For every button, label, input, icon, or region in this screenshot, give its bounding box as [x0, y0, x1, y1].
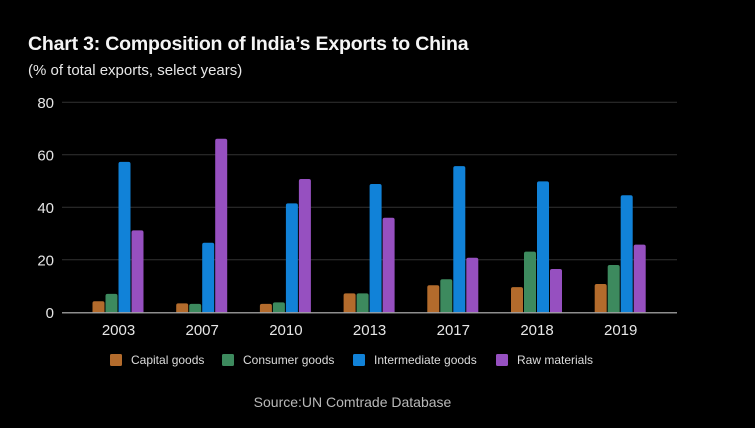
bars: Capital goods 2003: 4.2Consumer goods 20…: [92, 138, 646, 313]
bar-group-2018: Capital goods 2018: 9.6Consumer goods 20…: [511, 181, 562, 313]
bar-raw-materials-2013[interactable]: Raw materials 2013: 36: [382, 217, 395, 313]
x-tick-label-2019: 2019: [604, 322, 637, 339]
bar-consumer-goods-2003[interactable]: Consumer goods 2003: 7: [105, 293, 118, 313]
bar-capital-goods-2013[interactable]: Capital goods 2013: 7.2: [343, 293, 356, 313]
y-axis-tick-labels: 0 20 40 60 80: [37, 95, 54, 322]
x-tick-label-2018: 2018: [520, 322, 553, 339]
bar-intermediate-goods-2003[interactable]: Intermediate goods 2003: 57.3: [118, 161, 131, 313]
x-tick-label-2017: 2017: [437, 322, 470, 339]
bar-capital-goods-2018[interactable]: Capital goods 2018: 9.6: [511, 287, 523, 313]
bar-capital-goods-2019[interactable]: Capital goods 2019: 10.8: [594, 283, 607, 313]
legend-label-raw-materials: Raw materials: [517, 353, 594, 367]
x-tick-label-2007: 2007: [186, 322, 219, 339]
y-tick-label-60: 60: [37, 147, 54, 164]
bar-consumer-goods-2013[interactable]: Consumer goods 2013: 7.2: [356, 293, 369, 313]
legend-item-raw-materials[interactable]: Raw materials: [496, 351, 593, 369]
legend-label-capital-goods: Capital goods: [131, 353, 205, 367]
y-tick-label-80: 80: [37, 95, 54, 112]
bar-intermediate-goods-2010[interactable]: Intermediate goods 2010: 41.5: [285, 203, 298, 313]
legend-item-consumer-goods[interactable]: Consumer goods: [222, 351, 334, 369]
bar-group-2003: Capital goods 2003: 4.2Consumer goods 20…: [92, 161, 144, 313]
x-axis-tick-labels: 2003 2007 2010 2013 2017 2018 2019: [102, 322, 638, 339]
bar-raw-materials-2010[interactable]: Raw materials 2010: 50.8: [298, 178, 311, 313]
x-tick-label-2013: 2013: [353, 322, 386, 339]
bar-intermediate-goods-2018[interactable]: Intermediate goods 2018: 49.9: [537, 181, 549, 313]
bar-group-2017: Capital goods 2017: 10.3Consumer goods 2…: [427, 166, 479, 313]
bar-raw-materials-2018[interactable]: Raw materials 2018: 16.5: [550, 268, 562, 313]
bar-consumer-goods-2019[interactable]: Consumer goods 2019: 18: [607, 265, 620, 313]
legend: Capital goods Consumer goods Intermediat…: [0, 351, 755, 371]
bar-raw-materials-2017[interactable]: Raw materials 2017: 20.8: [466, 257, 479, 313]
chart-subtitle: (% of total exports, select years): [28, 62, 243, 79]
bar-capital-goods-2010[interactable]: Capital goods 2010: 3.2: [259, 303, 272, 313]
bar-raw-materials-2007[interactable]: Raw materials 2007: 66.1: [215, 138, 228, 313]
bar-consumer-goods-2018[interactable]: Consumer goods 2018: 23.1: [524, 251, 536, 313]
x-tick-label-2003: 2003: [102, 322, 135, 339]
legend-swatch-capital-goods: [110, 354, 122, 366]
source-note: Source:UN Comtrade Database: [253, 394, 452, 410]
bar-consumer-goods-2017[interactable]: Consumer goods 2017: 12.6: [440, 279, 453, 313]
y-tick-label-20: 20: [37, 252, 54, 269]
legend-swatch-intermediate-goods: [353, 354, 365, 366]
bar-intermediate-goods-2017[interactable]: Intermediate goods 2017: 55.7: [453, 166, 466, 313]
bar-intermediate-goods-2013[interactable]: Intermediate goods 2013: 48.9: [369, 183, 382, 313]
bar-raw-materials-2019[interactable]: Raw materials 2019: 25.8: [633, 244, 646, 313]
bar-capital-goods-2003[interactable]: Capital goods 2003: 4.2: [92, 301, 105, 313]
x-tick-label-2010: 2010: [269, 322, 302, 339]
bar-capital-goods-2017[interactable]: Capital goods 2017: 10.3: [427, 285, 440, 313]
bar-capital-goods-2007[interactable]: Capital goods 2007: 3.4: [176, 303, 189, 313]
bar-intermediate-goods-2019[interactable]: Intermediate goods 2019: 44.6: [620, 195, 633, 313]
bar-consumer-goods-2010[interactable]: Consumer goods 2010: 3.8: [272, 302, 285, 313]
legend-item-intermediate-goods[interactable]: Intermediate goods: [353, 351, 477, 369]
bar-group-2019: Capital goods 2019: 10.8Consumer goods 2…: [594, 195, 646, 313]
bar-group-2010: Capital goods 2010: 3.2Consumer goods 20…: [259, 178, 311, 313]
bar-group-2007: Capital goods 2007: 3.4Consumer goods 20…: [176, 138, 228, 313]
y-tick-label-0: 0: [46, 305, 54, 322]
bar-consumer-goods-2007[interactable]: Consumer goods 2007: 3.2: [189, 303, 202, 313]
legend-swatch-consumer-goods: [222, 354, 234, 366]
legend-swatch-raw-materials: [496, 354, 508, 366]
gridlines: [62, 101, 677, 261]
bar-raw-materials-2003[interactable]: Raw materials 2003: 31.2: [131, 230, 144, 313]
y-tick-label-40: 40: [37, 200, 54, 217]
bar-group-2013: Capital goods 2013: 7.2Consumer goods 20…: [343, 183, 395, 313]
legend-label-intermediate-goods: Intermediate goods: [374, 353, 477, 367]
chart-title: Chart 3: Composition of India’s Exports …: [28, 33, 469, 55]
bar-intermediate-goods-2007[interactable]: Intermediate goods 2007: 26.5: [202, 242, 215, 313]
legend-item-capital-goods[interactable]: Capital goods: [110, 351, 204, 369]
legend-label-consumer-goods: Consumer goods: [243, 353, 335, 367]
